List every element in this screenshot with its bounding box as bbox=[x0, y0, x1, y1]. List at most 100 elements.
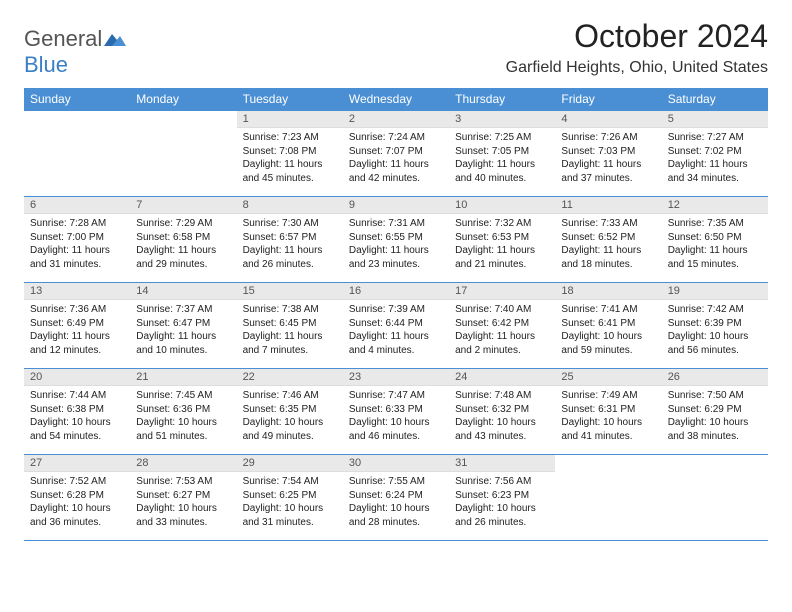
daylight-line: Daylight: 11 hours and 45 minutes. bbox=[243, 159, 323, 184]
sunset-line: Sunset: 7:05 PM bbox=[455, 146, 529, 157]
day-number: 21 bbox=[130, 369, 236, 386]
daylight-line: Daylight: 11 hours and 34 minutes. bbox=[668, 159, 748, 184]
weekday-header: Monday bbox=[130, 88, 236, 111]
day-number: 9 bbox=[343, 197, 449, 214]
calendar-week-row: 27Sunrise: 7:52 AMSunset: 6:28 PMDayligh… bbox=[24, 455, 768, 541]
sunset-line: Sunset: 7:00 PM bbox=[30, 232, 104, 243]
day-details: Sunrise: 7:40 AMSunset: 6:42 PMDaylight:… bbox=[449, 300, 555, 360]
sunset-line: Sunset: 6:50 PM bbox=[668, 232, 742, 243]
sunrise-line: Sunrise: 7:31 AM bbox=[349, 218, 425, 229]
day-number: 3 bbox=[449, 111, 555, 128]
day-number: 24 bbox=[449, 369, 555, 386]
day-number: 16 bbox=[343, 283, 449, 300]
sunset-line: Sunset: 6:31 PM bbox=[561, 404, 635, 415]
day-number: 18 bbox=[555, 283, 661, 300]
sunrise-line: Sunrise: 7:26 AM bbox=[561, 132, 637, 143]
sunset-line: Sunset: 6:52 PM bbox=[561, 232, 635, 243]
calendar-header-row: SundayMondayTuesdayWednesdayThursdayFrid… bbox=[24, 88, 768, 111]
day-details: Sunrise: 7:37 AMSunset: 6:47 PMDaylight:… bbox=[130, 300, 236, 360]
weekday-header: Sunday bbox=[24, 88, 130, 111]
daylight-line: Daylight: 10 hours and 28 minutes. bbox=[349, 503, 430, 528]
day-number: 7 bbox=[130, 197, 236, 214]
sunrise-line: Sunrise: 7:40 AM bbox=[455, 304, 531, 315]
day-details: Sunrise: 7:35 AMSunset: 6:50 PMDaylight:… bbox=[662, 214, 768, 274]
day-details: Sunrise: 7:29 AMSunset: 6:58 PMDaylight:… bbox=[130, 214, 236, 274]
day-details: Sunrise: 7:27 AMSunset: 7:02 PMDaylight:… bbox=[662, 128, 768, 188]
header: General Blue October 2024 Garfield Heigh… bbox=[24, 18, 768, 78]
day-number: 30 bbox=[343, 455, 449, 472]
sunrise-line: Sunrise: 7:41 AM bbox=[561, 304, 637, 315]
weekday-header: Wednesday bbox=[343, 88, 449, 111]
day-details: Sunrise: 7:49 AMSunset: 6:31 PMDaylight:… bbox=[555, 386, 661, 446]
sunrise-line: Sunrise: 7:56 AM bbox=[455, 476, 531, 487]
day-details: Sunrise: 7:54 AMSunset: 6:25 PMDaylight:… bbox=[237, 472, 343, 532]
daylight-line: Daylight: 11 hours and 4 minutes. bbox=[349, 331, 429, 356]
day-details: Sunrise: 7:47 AMSunset: 6:33 PMDaylight:… bbox=[343, 386, 449, 446]
weekday-header: Tuesday bbox=[237, 88, 343, 111]
calendar-day-cell: 29Sunrise: 7:54 AMSunset: 6:25 PMDayligh… bbox=[237, 455, 343, 541]
day-number: 8 bbox=[237, 197, 343, 214]
calendar-week-row: 6 Sunrise: 7:28 AM Sunset: 7:00 PM Daylight… bbox=[24, 197, 768, 283]
calendar-day-cell: 30Sunrise: 7:55 AMSunset: 6:24 PMDayligh… bbox=[343, 455, 449, 541]
daylight-line: Daylight: 11 hours and 31 minutes. bbox=[30, 245, 110, 270]
calendar-day-cell: .. bbox=[130, 111, 236, 197]
day-details: Sunrise: 7:32 AMSunset: 6:53 PMDaylight:… bbox=[449, 214, 555, 274]
daylight-line: Daylight: 11 hours and 29 minutes. bbox=[136, 245, 216, 270]
sunrise-line: Sunrise: 7:54 AM bbox=[243, 476, 319, 487]
day-details: Sunrise: 7:33 AMSunset: 6:52 PMDaylight:… bbox=[555, 214, 661, 274]
sunset-line: Sunset: 6:25 PM bbox=[243, 490, 317, 501]
page-title: October 2024 bbox=[506, 18, 768, 55]
calendar-day-cell: 23Sunrise: 7:47 AMSunset: 6:33 PMDayligh… bbox=[343, 369, 449, 455]
day-details: Sunrise: 7:48 AMSunset: 6:32 PMDaylight:… bbox=[449, 386, 555, 446]
sunrise-line: Sunrise: 7:47 AM bbox=[349, 390, 425, 401]
sunset-line: Sunset: 6:38 PM bbox=[30, 404, 104, 415]
day-details: Sunrise: 7:55 AMSunset: 6:24 PMDaylight:… bbox=[343, 472, 449, 532]
daylight-line: Daylight: 10 hours and 54 minutes. bbox=[30, 417, 111, 442]
day-number: 23 bbox=[343, 369, 449, 386]
logo-text: General Blue bbox=[24, 26, 126, 78]
calendar-day-cell: 18Sunrise: 7:41 AMSunset: 6:41 PMDayligh… bbox=[555, 283, 661, 369]
day-number: 27 bbox=[24, 455, 130, 472]
calendar-day-cell: 22Sunrise: 7:46 AMSunset: 6:35 PMDayligh… bbox=[237, 369, 343, 455]
sunset-line: Sunset: 6:29 PM bbox=[668, 404, 742, 415]
sunset-line: Sunset: 6:35 PM bbox=[243, 404, 317, 415]
sunset-line: Sunset: 6:45 PM bbox=[243, 318, 317, 329]
calendar-day-cell: 12Sunrise: 7:35 AMSunset: 6:50 PMDayligh… bbox=[662, 197, 768, 283]
day-number: 6 bbox=[24, 197, 130, 214]
day-number: 17 bbox=[449, 283, 555, 300]
day-number: 28 bbox=[130, 455, 236, 472]
sunrise-line: Sunrise: 7:50 AM bbox=[668, 390, 744, 401]
calendar-day-cell: 20Sunrise: 7:44 AMSunset: 6:38 PMDayligh… bbox=[24, 369, 130, 455]
day-details: Sunrise: 7:42 AMSunset: 6:39 PMDaylight:… bbox=[662, 300, 768, 360]
day-details: Sunrise: 7:28 AM Sunset: 7:00 PM Daylight:… bbox=[24, 214, 130, 274]
calendar-day-cell: 28Sunrise: 7:53 AMSunset: 6:27 PMDayligh… bbox=[130, 455, 236, 541]
calendar-day-cell: 15Sunrise: 7:38 AMSunset: 6:45 PMDayligh… bbox=[237, 283, 343, 369]
daylight-line: Daylight: 10 hours and 59 minutes. bbox=[561, 331, 642, 356]
sunrise-line: Sunrise: 7:44 AM bbox=[30, 390, 106, 401]
day-details: Sunrise: 7:30 AMSunset: 6:57 PMDaylight:… bbox=[237, 214, 343, 274]
calendar-day-cell: 13Sunrise: 7:36 AMSunset: 6:49 PMDayligh… bbox=[24, 283, 130, 369]
calendar-table: SundayMondayTuesdayWednesdayThursdayFrid… bbox=[24, 88, 768, 541]
sunrise-line: Sunrise: 7:30 AM bbox=[243, 218, 319, 229]
calendar-day-cell: 1Sunrise: 7:23 AMSunset: 7:08 PMDaylight… bbox=[237, 111, 343, 197]
sunrise-line: Sunrise: 7:33 AM bbox=[561, 218, 637, 229]
sunset-line: Sunset: 6:47 PM bbox=[136, 318, 210, 329]
sunrise-line: Sunrise: 7:27 AM bbox=[668, 132, 744, 143]
day-number: 19 bbox=[662, 283, 768, 300]
day-number: 11 bbox=[555, 197, 661, 214]
day-details: Sunrise: 7:25 AMSunset: 7:05 PMDaylight:… bbox=[449, 128, 555, 188]
daylight-line: Daylight: 10 hours and 26 minutes. bbox=[455, 503, 536, 528]
logo: General Blue bbox=[24, 18, 126, 78]
weekday-header: Thursday bbox=[449, 88, 555, 111]
daylight-line: Daylight: 11 hours and 26 minutes. bbox=[243, 245, 323, 270]
day-number: 26 bbox=[662, 369, 768, 386]
calendar-day-cell: 2Sunrise: 7:24 AMSunset: 7:07 PMDaylight… bbox=[343, 111, 449, 197]
day-details: Sunrise: 7:46 AMSunset: 6:35 PMDaylight:… bbox=[237, 386, 343, 446]
daylight-line: Daylight: 10 hours and 51 minutes. bbox=[136, 417, 217, 442]
calendar-week-row: ....1Sunrise: 7:23 AMSunset: 7:08 PMDayl… bbox=[24, 111, 768, 197]
sunrise-line: Sunrise: 7:28 AM bbox=[30, 218, 106, 229]
sunrise-line: Sunrise: 7:39 AM bbox=[349, 304, 425, 315]
calendar-day-cell: 27Sunrise: 7:52 AMSunset: 6:28 PMDayligh… bbox=[24, 455, 130, 541]
weekday-header: Friday bbox=[555, 88, 661, 111]
sunrise-line: Sunrise: 7:48 AM bbox=[455, 390, 531, 401]
